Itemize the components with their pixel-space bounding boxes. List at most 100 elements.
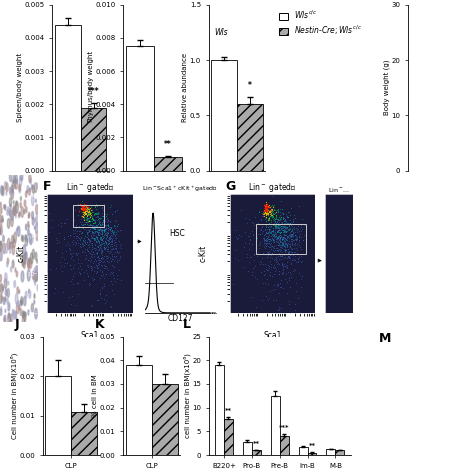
- Point: [80, 204, 87, 212]
- Point: [82, 210, 90, 218]
- Point: [276, 239, 284, 246]
- Point: [89, 248, 96, 255]
- Point: [275, 223, 283, 231]
- Point: [264, 214, 272, 222]
- Circle shape: [34, 183, 37, 192]
- Point: [103, 210, 111, 218]
- Point: [267, 257, 274, 265]
- Point: [109, 255, 117, 263]
- Point: [263, 266, 271, 274]
- Point: [262, 209, 270, 216]
- Point: [264, 251, 272, 258]
- Circle shape: [28, 188, 30, 195]
- Point: [250, 250, 258, 257]
- Point: [92, 221, 100, 229]
- Point: [293, 227, 301, 234]
- Point: [262, 199, 270, 206]
- Point: [88, 218, 96, 225]
- Point: [268, 209, 276, 216]
- Point: [100, 225, 108, 232]
- Circle shape: [7, 298, 9, 304]
- Point: [266, 203, 273, 211]
- Point: [79, 203, 87, 211]
- Point: [78, 204, 85, 212]
- Point: [93, 235, 100, 243]
- Point: [105, 229, 112, 237]
- Point: [263, 210, 271, 217]
- Point: [106, 302, 113, 310]
- Point: [102, 252, 110, 260]
- Point: [96, 258, 104, 265]
- Circle shape: [19, 212, 20, 216]
- Point: [95, 229, 102, 237]
- Point: [84, 205, 92, 213]
- Point: [102, 270, 110, 278]
- Point: [284, 252, 292, 260]
- Point: [273, 235, 281, 242]
- Point: [280, 265, 287, 273]
- Point: [262, 221, 270, 229]
- Point: [98, 212, 106, 220]
- Point: [261, 209, 268, 217]
- Point: [261, 207, 269, 214]
- Point: [275, 260, 283, 268]
- Point: [96, 309, 103, 317]
- Point: [273, 211, 280, 219]
- Point: [77, 233, 85, 241]
- Point: [94, 201, 101, 209]
- Point: [273, 221, 281, 229]
- Point: [271, 230, 278, 237]
- Point: [276, 245, 283, 253]
- Circle shape: [7, 262, 8, 267]
- Point: [93, 209, 101, 217]
- Point: [82, 208, 89, 215]
- Point: [277, 243, 284, 251]
- Point: [86, 209, 93, 217]
- Point: [241, 239, 249, 246]
- Point: [278, 248, 286, 256]
- Point: [108, 231, 115, 238]
- Point: [300, 231, 308, 238]
- Point: [278, 239, 286, 246]
- Circle shape: [29, 234, 32, 243]
- Point: [104, 264, 111, 271]
- Point: [78, 202, 86, 210]
- Point: [271, 246, 278, 254]
- Point: [44, 228, 51, 235]
- Point: [75, 222, 83, 229]
- Circle shape: [32, 185, 35, 194]
- Point: [270, 214, 278, 222]
- Bar: [45, 376, 71, 455]
- Point: [84, 247, 92, 255]
- Point: [280, 241, 287, 248]
- Point: [66, 261, 74, 269]
- Point: [44, 259, 51, 267]
- Point: [270, 242, 278, 250]
- Circle shape: [5, 309, 6, 312]
- Point: [269, 246, 277, 254]
- Point: [88, 215, 96, 223]
- Point: [270, 281, 278, 289]
- Point: [79, 206, 86, 213]
- Point: [265, 219, 273, 227]
- Point: [282, 228, 290, 236]
- Point: [97, 254, 105, 262]
- Point: [276, 226, 283, 234]
- Point: [269, 264, 276, 271]
- Point: [276, 226, 283, 233]
- Point: [100, 244, 108, 251]
- Point: [267, 202, 274, 210]
- Point: [264, 236, 271, 243]
- Point: [280, 241, 288, 248]
- Point: [60, 255, 68, 263]
- Circle shape: [27, 258, 30, 267]
- Point: [112, 242, 120, 250]
- Text: J: J: [14, 318, 19, 331]
- Point: [266, 209, 274, 216]
- Point: [80, 202, 87, 210]
- Point: [96, 216, 104, 223]
- Point: [112, 217, 120, 224]
- Point: [90, 214, 97, 221]
- Point: [259, 209, 266, 216]
- Point: [246, 245, 253, 253]
